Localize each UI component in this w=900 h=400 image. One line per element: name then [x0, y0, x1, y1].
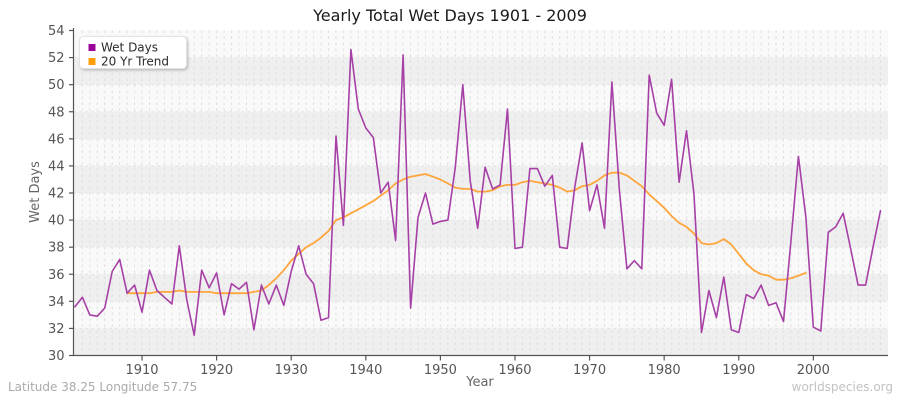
y-tick-label: 32 — [48, 322, 65, 337]
x-tick-label: 1920 — [200, 363, 233, 378]
wet-days-legend-marker — [88, 44, 96, 51]
x-tick-label: 1970 — [573, 363, 606, 378]
y-tick-label: 36 — [48, 268, 65, 283]
trend-legend-label: 20 Yr Trend — [101, 55, 169, 69]
trend-legend-marker — [88, 58, 96, 65]
x-tick-label: 1910 — [125, 363, 158, 378]
x-tick-label: 2000 — [797, 363, 830, 378]
y-tick-label: 54 — [48, 24, 65, 39]
legend-box — [79, 36, 187, 69]
wet-days-line — [74, 48, 882, 337]
coordinates-caption: Latitude 38.25 Longitude 57.75 — [8, 380, 197, 394]
y-tick-label: 40 — [48, 214, 65, 229]
x-tick-label: 1930 — [275, 363, 308, 378]
y-tick-label: 48 — [48, 105, 65, 120]
chart-title: Yearly Total Wet Days 1901 - 2009 — [312, 6, 587, 25]
x-tick-label: 1950 — [424, 363, 457, 378]
grid-band — [73, 220, 888, 248]
x-tick-label: 1990 — [722, 363, 755, 378]
watermark: worldspecies.org — [792, 380, 893, 394]
x-tick-label: 1960 — [498, 363, 531, 378]
y-axis-title: Wet Days — [28, 161, 43, 223]
legend: Wet Days 20 Yr Trend — [79, 36, 187, 69]
y-tick-label: 44 — [48, 159, 65, 174]
y-tick-label: 34 — [48, 295, 65, 310]
grid-band — [73, 328, 888, 356]
x-tick-label: 1980 — [648, 363, 681, 378]
y-tick-label: 42 — [48, 187, 65, 202]
x-tick-label: 1940 — [349, 363, 382, 378]
plot-area: 30 32 34 36 38 40 42 44 46 48 50 52 54 1910 1920 1930 19… — [48, 24, 888, 378]
y-tick-label: 38 — [48, 241, 65, 256]
y-tick-label: 46 — [48, 132, 65, 147]
grid-band — [73, 57, 888, 85]
grid-band — [73, 111, 888, 139]
trend-line — [126, 171, 807, 295]
grid-band — [73, 165, 888, 193]
y-tick-label: 30 — [48, 349, 65, 364]
x-axis-title: Year — [465, 375, 494, 390]
wet-days-legend-label: Wet Days — [101, 41, 158, 55]
y-tick-label: 50 — [48, 78, 65, 93]
y-tick-label: 52 — [48, 51, 65, 66]
